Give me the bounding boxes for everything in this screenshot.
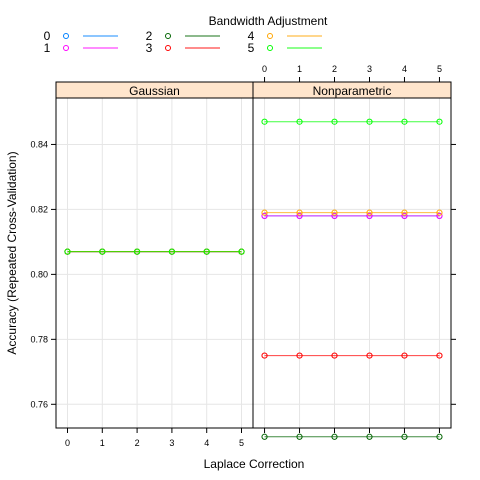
panel-nonparametric: Nonparametric 0 1 2 3 4 5 (252, 64, 456, 440)
legend: Bandwidth Adjustment 01 23 45 (44, 14, 328, 55)
y-axis-title: Accuracy (Repeated Cross-Validation) (5, 151, 19, 354)
legend-label: 3 (146, 41, 153, 55)
data-point (366, 352, 373, 359)
panels: Gaussian 0 1 2 3 4 5 0.76 0.78 0.80 0.82 0.84 Nonpar… (30, 64, 456, 448)
legend-label: 4 (248, 29, 255, 43)
y-tick-label: 0.80 (30, 269, 48, 279)
legend-marker (267, 33, 273, 39)
data-point (203, 248, 210, 255)
data-point (331, 433, 338, 440)
y-tick-label: 0.78 (30, 334, 48, 344)
panel-gaussian: Gaussian 0 1 2 3 4 5 0.76 0.78 0.80 0.82 0.84 (30, 81, 254, 448)
panel-frame (55, 97, 254, 429)
data-point (331, 209, 338, 216)
x-tick-label: 3 (169, 438, 174, 448)
data-point (238, 248, 245, 255)
data-point (436, 118, 443, 125)
x-tick-label-top: 2 (332, 64, 337, 74)
y-tick-label: 0.76 (30, 399, 48, 409)
data-point (296, 118, 303, 125)
data-point (366, 212, 373, 220)
legend-marker (165, 45, 171, 51)
x-axis-title: Laplace Correction (204, 457, 305, 471)
strip-label: Gaussian (129, 84, 180, 98)
x-tick-label: 4 (204, 438, 209, 448)
data-point (261, 118, 268, 125)
data-point (296, 433, 303, 440)
x-tick-label-top: 4 (402, 64, 407, 74)
data-point (99, 248, 106, 255)
data-point (401, 433, 408, 440)
x-tick-label: 0 (65, 438, 70, 448)
x-tick-label-top: 3 (367, 64, 372, 74)
data-point (261, 352, 268, 359)
data-point (401, 352, 408, 359)
x-tick-label: 1 (100, 438, 105, 448)
data-point (366, 209, 373, 216)
data-point (401, 209, 408, 216)
y-tick-label: 0.84 (30, 139, 48, 149)
data-point (331, 212, 338, 220)
data-point (133, 248, 141, 255)
data-point (64, 248, 71, 255)
legend-marker (63, 33, 69, 39)
data-point (401, 212, 408, 220)
data-point (401, 118, 408, 125)
legend-label: 2 (146, 29, 153, 43)
panel-frame (252, 97, 452, 429)
data-point (261, 212, 268, 220)
data-point (261, 433, 268, 440)
legend-label: 1 (44, 41, 51, 55)
x-tick-label: 5 (239, 438, 244, 448)
x-tick-label-top: 5 (437, 64, 442, 74)
data-point (261, 209, 268, 216)
x-tick-label-top: 0 (262, 64, 267, 74)
legend-title: Bandwidth Adjustment (209, 14, 328, 28)
data-point (168, 248, 176, 255)
data-point (296, 209, 303, 216)
data-point (436, 209, 443, 216)
data-point (366, 433, 373, 440)
strip-label: Nonparametric (313, 84, 392, 98)
data-point (331, 352, 338, 359)
legend-marker (63, 45, 69, 51)
y-tick-label: 0.82 (30, 204, 48, 214)
legend-marker (165, 33, 171, 39)
data-point (366, 118, 373, 125)
x-tick-label-top: 1 (297, 64, 302, 74)
data-point (436, 212, 443, 220)
legend-label: 5 (248, 41, 255, 55)
data-point (296, 212, 303, 220)
data-point (331, 118, 338, 125)
data-point (436, 433, 443, 440)
data-point (296, 352, 303, 359)
legend-label: 0 (44, 29, 51, 43)
legend-marker (267, 45, 273, 51)
x-tick-label: 2 (135, 438, 140, 448)
data-point (436, 352, 443, 359)
